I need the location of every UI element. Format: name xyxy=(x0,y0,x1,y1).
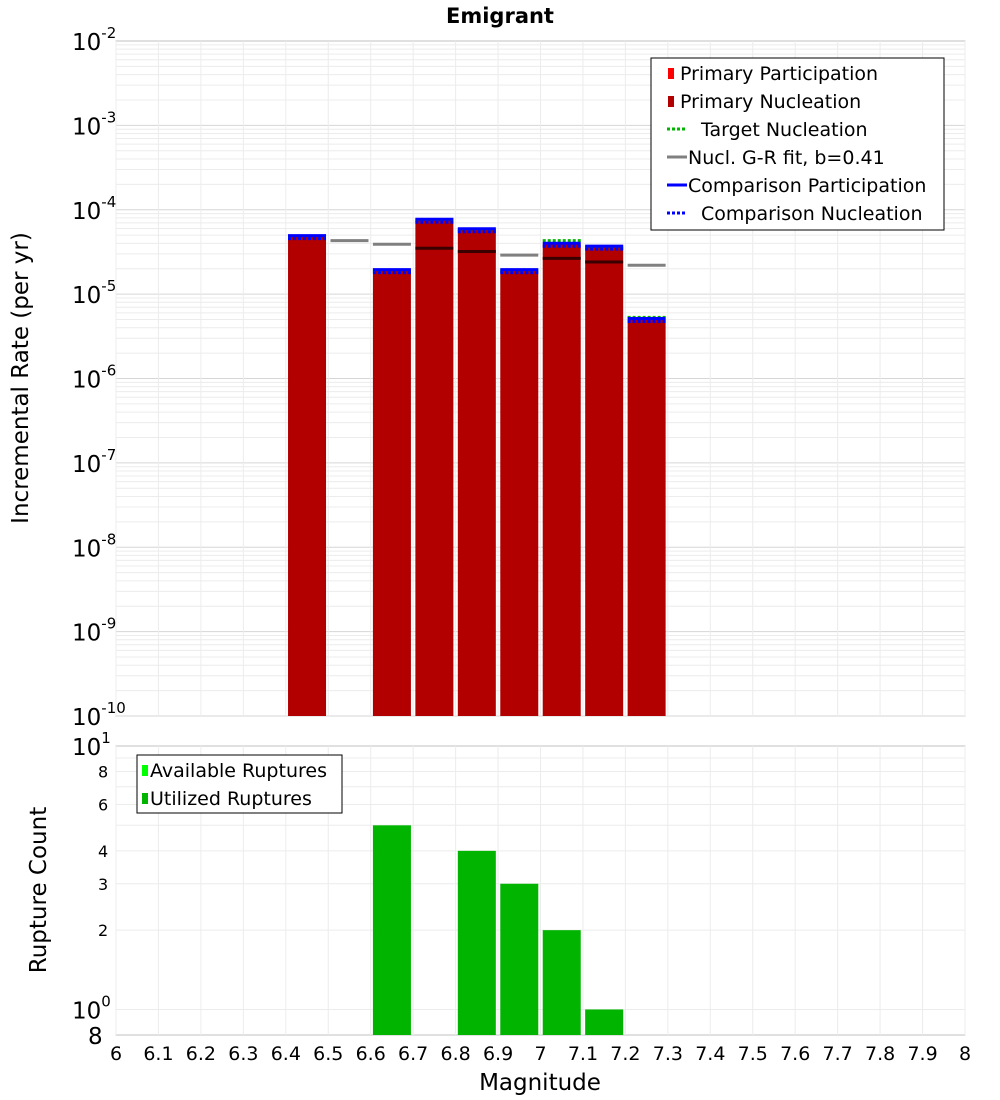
legend-label: Target Nucleation xyxy=(700,119,868,141)
bottom-y-tick-label: 101 xyxy=(72,729,111,761)
x-tick-label: 6 xyxy=(110,1043,122,1065)
top-legend: Primary Participation Primary Nucleation T… xyxy=(650,57,945,231)
x-tick-label: 7.2 xyxy=(610,1043,640,1065)
chart-title: Emigrant xyxy=(446,4,554,28)
x-tick-label: 7.7 xyxy=(823,1043,853,1065)
x-tick-label: 7.9 xyxy=(907,1043,937,1065)
legend-label: Comparison Participation xyxy=(688,175,926,197)
bottom-y-axis-label: Rupture Count xyxy=(26,807,52,973)
top-bars xyxy=(288,220,666,717)
x-tick-label: 6.7 xyxy=(398,1043,428,1065)
legend-label: Utilized Ruptures xyxy=(150,788,312,810)
top-y-axis-label: Incremental Rate (per yr) xyxy=(8,232,34,524)
x-tick-label: 7.8 xyxy=(865,1043,895,1065)
primary-nucleation-bar xyxy=(500,270,539,716)
top-lines xyxy=(288,217,666,324)
x-tick-label: 6.6 xyxy=(356,1043,386,1065)
utilized-ruptures-bar xyxy=(542,930,581,1035)
x-tick-label: 6.9 xyxy=(483,1043,513,1065)
top-y-tick-labels: 10-10 10-9 10-8 10-7 10-6 10-5 10-4 10-3 10-2 xyxy=(72,24,126,731)
x-tick-label: 8 xyxy=(959,1043,971,1065)
utilized-ruptures-bar xyxy=(500,883,539,1035)
legend-label: Primary Participation xyxy=(680,63,878,85)
bottom-bars xyxy=(372,825,624,1035)
legend-swatch xyxy=(142,793,148,804)
primary-nucleation-bar xyxy=(372,270,411,716)
utilized-ruptures-bar xyxy=(372,825,411,1035)
x-tick-label: 6.2 xyxy=(186,1043,216,1065)
x-tick-label: 6.5 xyxy=(313,1043,343,1065)
bottom-y-tick-label: 100 xyxy=(72,992,111,1024)
primary-nucleation-bar xyxy=(627,319,666,716)
legend-swatch xyxy=(142,765,148,776)
bottom-legend-box xyxy=(136,754,343,814)
x-tick-label: 6.3 xyxy=(228,1043,258,1065)
top-y-tick-label: 10-5 xyxy=(72,277,116,309)
primary-nucleation-bar xyxy=(457,229,496,717)
top-y-tick-label: 10-3 xyxy=(72,108,116,140)
top-y-tick-label: 10-2 xyxy=(72,24,116,56)
x-tick-label: 6.4 xyxy=(271,1043,301,1065)
x-tick-labels: 6 6.1 6.2 6.3 6.4 6.5 6.6 6.7 6.8 6.9 7 7.1 7.2 7.3 7.… xyxy=(110,1043,971,1065)
top-y-tick-label: 10-10 xyxy=(72,699,126,731)
top-y-tick-label: 10-9 xyxy=(72,615,116,647)
primary-nucleation-bar xyxy=(585,247,624,716)
x-tick-label: 6.8 xyxy=(440,1043,470,1065)
legend-label: Nucl. G-R fit, b=0.41 xyxy=(688,147,885,169)
top-y-tick-label: 10-4 xyxy=(72,193,116,225)
top-y-tick-label: 10-7 xyxy=(72,446,116,478)
bottom-y-tick-label: 8 xyxy=(98,763,108,782)
bottom-legend: Available Ruptures Utilized Ruptures xyxy=(136,754,343,814)
top-y-tick-label: 10-6 xyxy=(72,362,116,394)
primary-nucleation-bar xyxy=(288,236,327,716)
x-axis-label: Magnitude xyxy=(479,1070,601,1096)
bottom-y-tick-label: 2 xyxy=(98,921,108,940)
legend-label: Available Ruptures xyxy=(150,760,327,782)
top-panel: 10-10 10-9 10-8 10-7 10-6 10-5 10-4 10-3 10-2 In… xyxy=(8,24,966,731)
x-tick-label: 7.1 xyxy=(568,1043,598,1065)
x-tick-label: 7.4 xyxy=(695,1043,725,1065)
top-legend-box xyxy=(650,57,945,231)
legend-label: Comparison Nucleation xyxy=(701,203,923,225)
x-tick-label: 6.1 xyxy=(143,1043,173,1065)
bottom-y-tick-label: 8 xyxy=(88,1024,103,1050)
primary-nucleation-bar xyxy=(542,244,581,717)
primary-nucleation-bar xyxy=(415,220,454,717)
top-y-tick-label: 10-8 xyxy=(72,530,116,562)
x-tick-label: 7.3 xyxy=(653,1043,683,1065)
x-tick-label: 7.5 xyxy=(738,1043,768,1065)
utilized-ruptures-bar xyxy=(585,1009,624,1035)
utilized-ruptures-bar xyxy=(457,850,496,1035)
bottom-y-tick-label: 4 xyxy=(98,842,108,861)
x-tick-label: 7 xyxy=(534,1043,546,1065)
legend-swatch xyxy=(668,68,674,79)
bottom-y-tick-label: 6 xyxy=(98,795,108,814)
legend-swatch xyxy=(668,96,674,107)
bottom-y-tick-label: 3 xyxy=(98,875,108,894)
legend-label: Primary Nucleation xyxy=(680,91,861,113)
x-tick-label: 7.6 xyxy=(780,1043,810,1065)
